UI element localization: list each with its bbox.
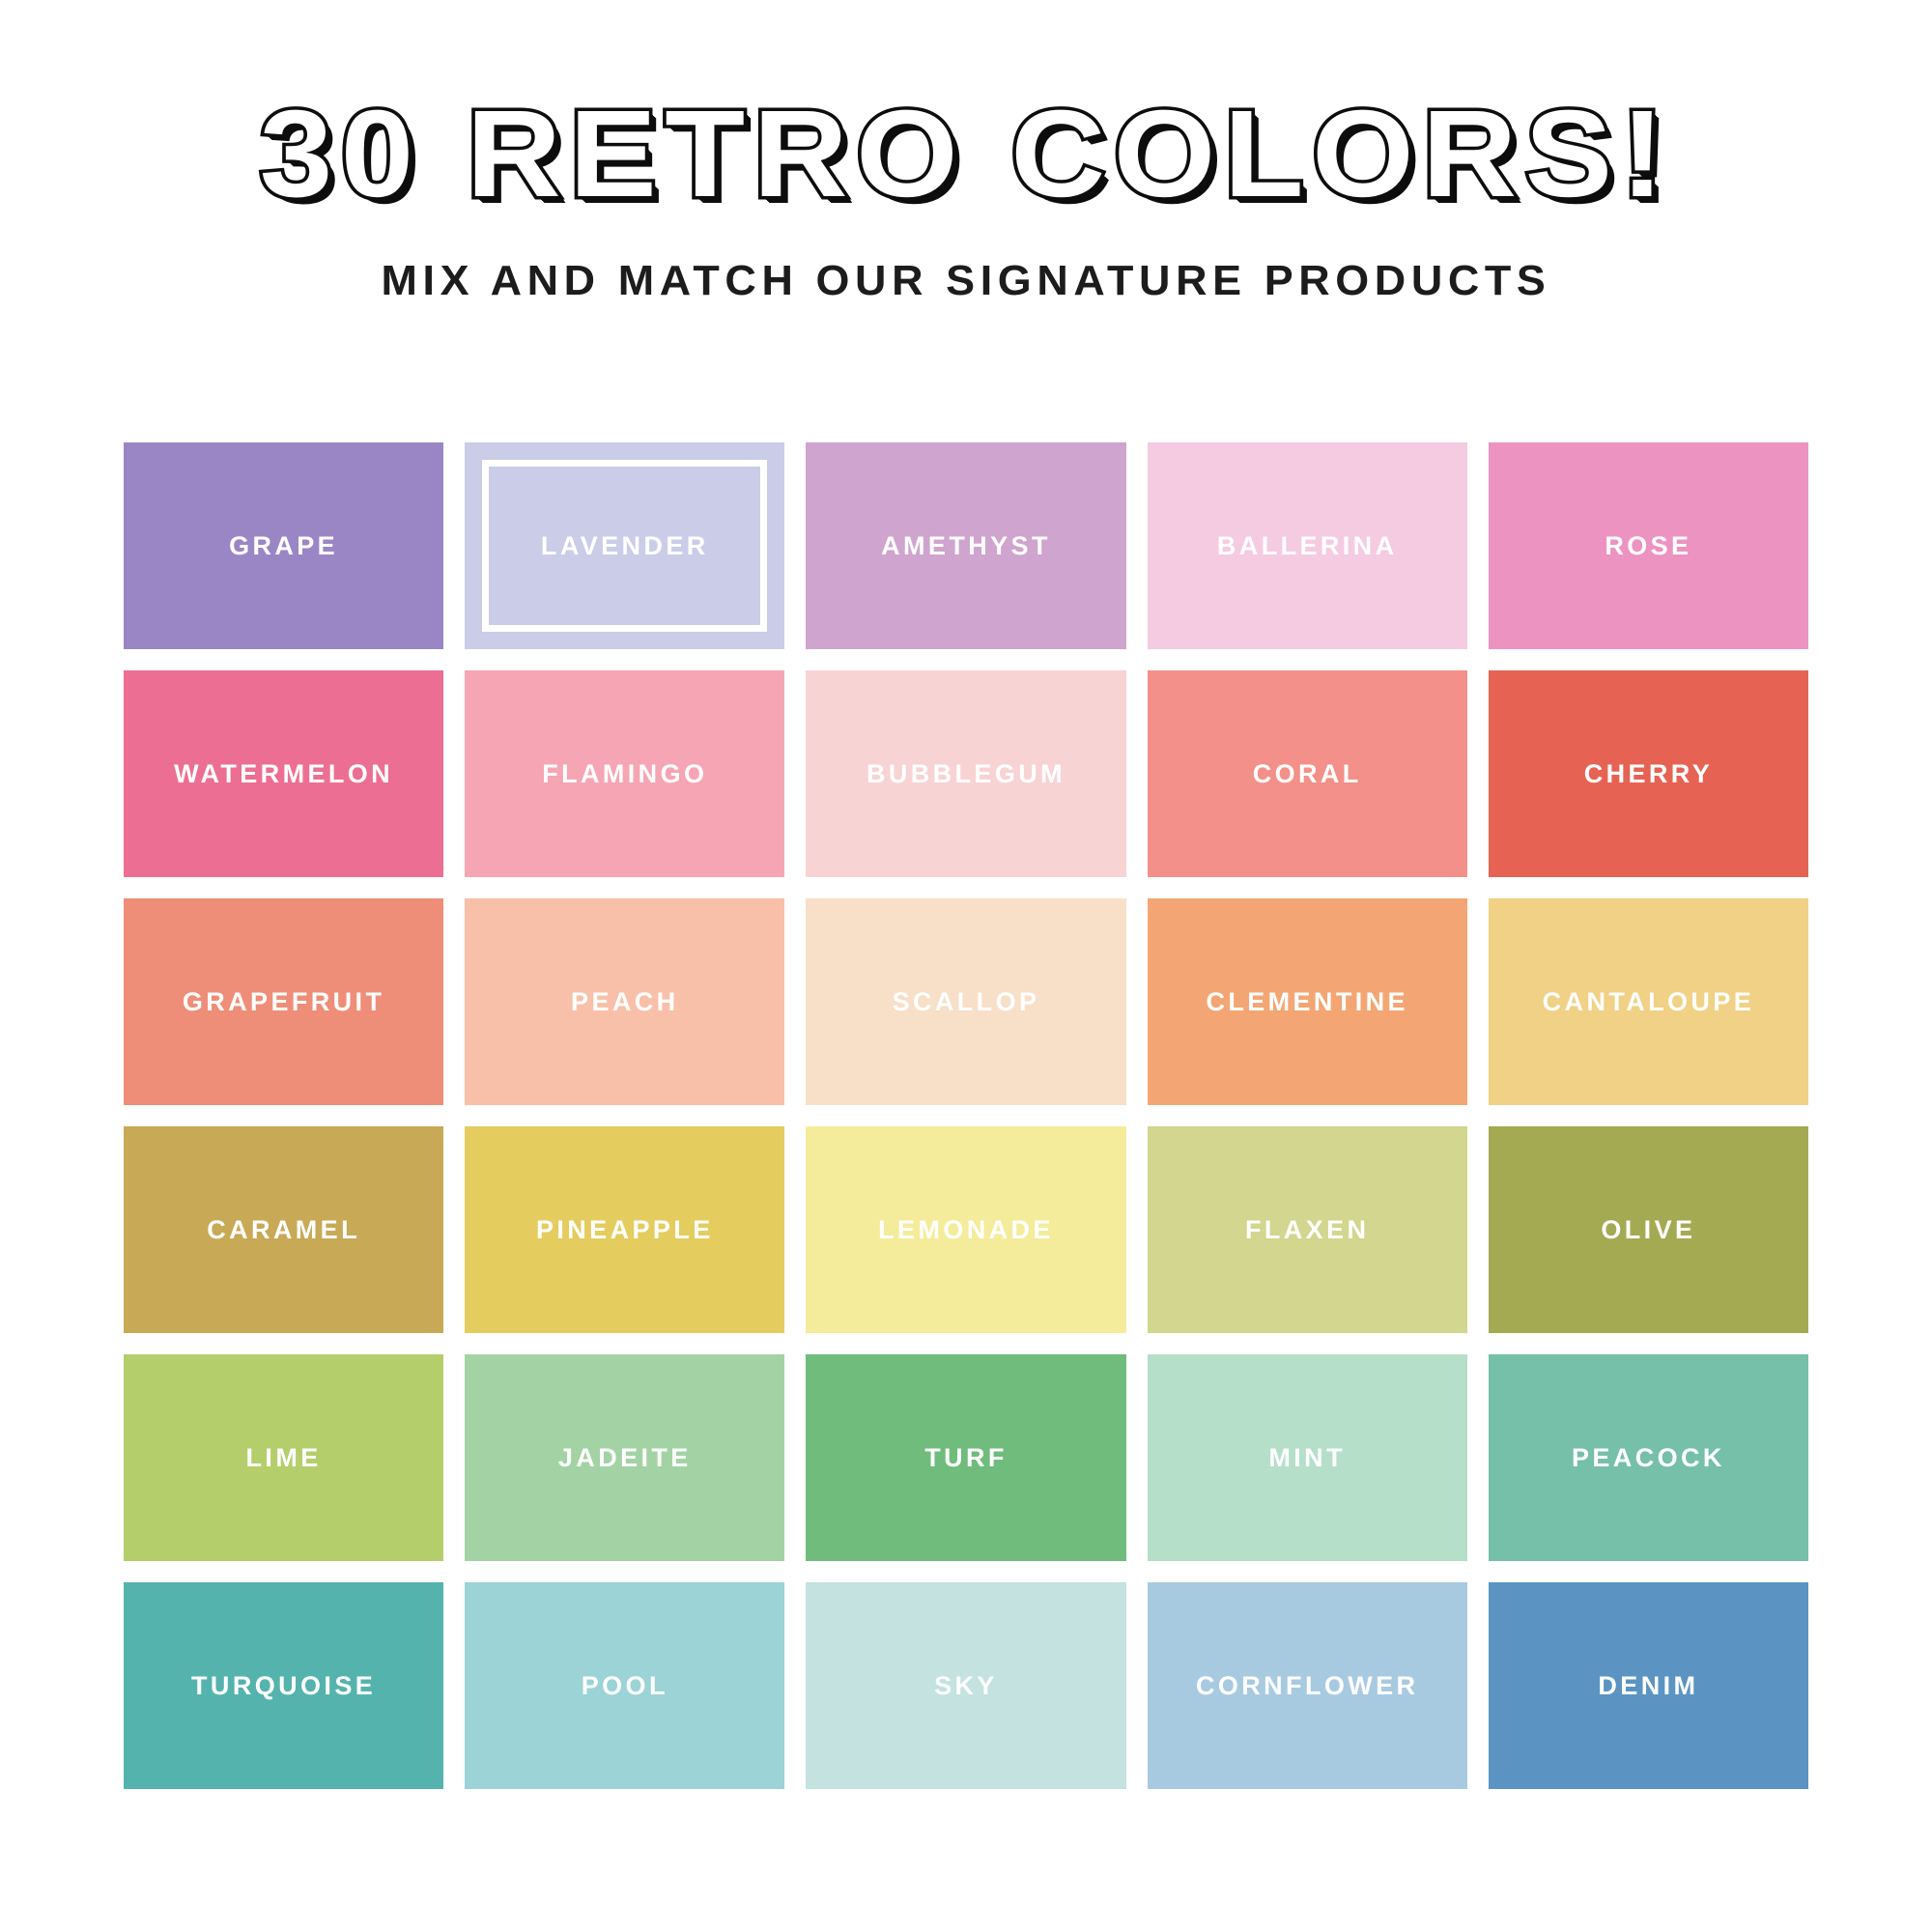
color-swatch[interactable]: JADEITE <box>465 1354 785 1561</box>
color-swatch-label: OLIVE <box>1601 1214 1696 1244</box>
color-swatch-label: GRAPE <box>229 530 339 560</box>
color-swatch[interactable]: LEMONADE <box>806 1126 1126 1333</box>
color-swatch-grid: GRAPE LAVENDER AMETHYST BALLERINA ROSE WATERM… <box>124 442 1808 1789</box>
color-swatch-label: CHERRY <box>1583 758 1714 788</box>
color-swatch[interactable]: ROSE <box>1488 442 1808 649</box>
color-swatch[interactable]: GRAPE <box>124 442 444 649</box>
color-swatch-label: WATERMELON <box>174 758 394 788</box>
color-swatch[interactable]: WATERMELON <box>124 670 444 877</box>
color-swatch-label: GRAPEFRUIT <box>182 986 385 1016</box>
color-swatch-label: SKY <box>934 1670 998 1700</box>
color-swatch-label: JADEITE <box>557 1442 692 1472</box>
color-swatch[interactable]: TURQUOISE <box>124 1582 444 1789</box>
color-swatch[interactable]: CLEMENTINE <box>1147 898 1467 1105</box>
color-swatch-label: POOL <box>581 1670 668 1700</box>
color-swatch-label: DENIM <box>1598 1670 1699 1700</box>
color-swatch[interactable]: PINEAPPLE <box>465 1126 785 1333</box>
color-swatch-label: FLAMINGO <box>542 758 708 788</box>
color-swatch-label: MINT <box>1268 1442 1346 1472</box>
color-swatch[interactable]: AMETHYST <box>806 442 1126 649</box>
color-swatch-label: CORAL <box>1252 758 1362 788</box>
color-swatch[interactable]: CORNFLOWER <box>1147 1582 1467 1789</box>
color-swatch[interactable]: GRAPEFRUIT <box>124 898 444 1105</box>
color-swatch-label: FLAXEN <box>1244 1214 1370 1244</box>
color-swatch-label: LIME <box>245 1442 322 1472</box>
color-swatch[interactable]: POOL <box>465 1582 785 1789</box>
color-swatch[interactable]: SCALLOP <box>806 898 1126 1105</box>
color-swatch-label: AMETHYST <box>881 530 1051 560</box>
color-swatch[interactable]: MINT <box>1147 1354 1467 1561</box>
page-subtitle: MIX AND MATCH OUR SIGNATURE PRODUCTS <box>381 257 1551 304</box>
page-header: 30 RETRO COLORS! MIX AND MATCH OUR SIGNA… <box>0 0 1932 305</box>
color-swatch[interactable]: OLIVE <box>1488 1126 1808 1333</box>
color-swatch[interactable]: CORAL <box>1147 670 1467 877</box>
color-swatch[interactable]: CARAMEL <box>124 1126 444 1333</box>
color-swatch-label: TURF <box>924 1442 1008 1472</box>
color-swatch[interactable]: FLAMINGO <box>465 670 785 877</box>
page-title: 30 RETRO COLORS! <box>256 85 1673 223</box>
color-swatch-label: ROSE <box>1605 530 1692 560</box>
color-swatch-label: TURQUOISE <box>191 1670 377 1700</box>
color-swatch-label: CANTALOUPE <box>1542 986 1755 1016</box>
color-swatch[interactable]: SKY <box>806 1582 1126 1789</box>
color-swatch-label: PEACH <box>571 986 679 1016</box>
color-swatch-label: LAVENDER <box>540 530 709 560</box>
color-swatch-label: CORNFLOWER <box>1195 1670 1419 1700</box>
color-swatch[interactable]: LIME <box>124 1354 444 1561</box>
color-swatch-label: PEACOCK <box>1571 1442 1725 1472</box>
color-swatch[interactable]: BUBBLEGUM <box>806 670 1126 877</box>
color-swatch[interactable]: CHERRY <box>1488 670 1808 877</box>
color-swatch[interactable]: BALLERINA <box>1147 442 1467 649</box>
color-swatch-label: BALLERINA <box>1216 530 1398 560</box>
color-swatch-label: LEMONADE <box>878 1214 1054 1244</box>
color-swatch-label: BUBBLEGUM <box>866 758 1066 788</box>
color-swatch[interactable]: FLAXEN <box>1147 1126 1467 1333</box>
color-swatch-label: CLEMENTINE <box>1206 986 1408 1016</box>
color-swatch[interactable]: LAVENDER <box>465 442 785 649</box>
color-swatch[interactable]: PEACH <box>465 898 785 1105</box>
color-swatch[interactable]: TURF <box>806 1354 1126 1561</box>
color-swatch[interactable]: CANTALOUPE <box>1488 898 1808 1105</box>
color-swatch-label: PINEAPPLE <box>535 1214 714 1244</box>
color-swatch-label: CARAMEL <box>207 1214 360 1244</box>
color-swatch[interactable]: PEACOCK <box>1488 1354 1808 1561</box>
color-swatch[interactable]: DENIM <box>1488 1582 1808 1789</box>
color-swatch-label: SCALLOP <box>892 986 1040 1016</box>
